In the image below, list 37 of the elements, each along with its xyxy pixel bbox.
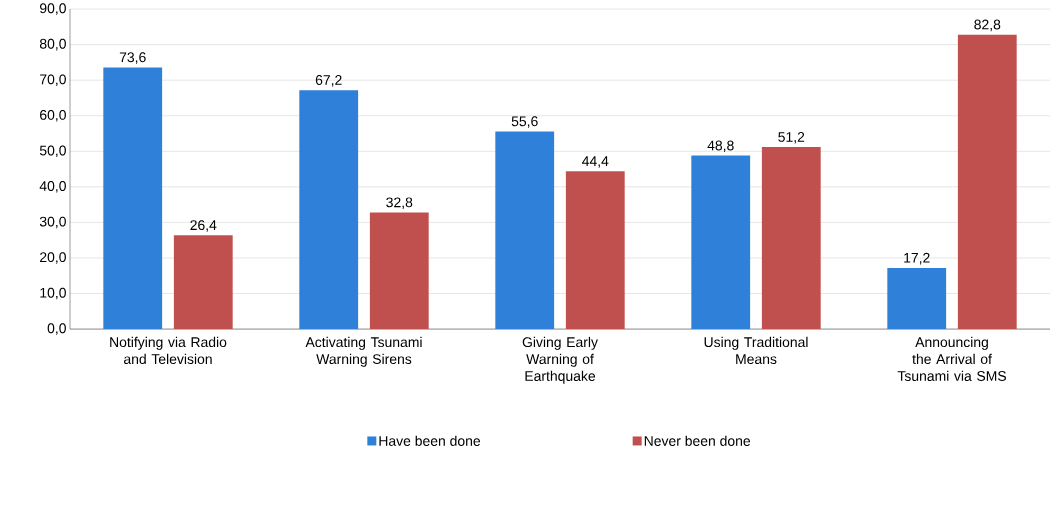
x-tick-label: Notifying via Radio and Television (110, 336, 227, 365)
bar (565, 171, 625, 330)
data-label: 44,4 (582, 156, 609, 168)
y-tick-label: 10,0 (40, 287, 66, 300)
data-label: 73,6 (119, 52, 146, 64)
bar (299, 90, 359, 330)
data-label: 48,8 (707, 140, 734, 153)
y-tick-label: 70,0 (40, 74, 66, 86)
data-label: 67,2 (315, 75, 342, 87)
bar (761, 147, 821, 330)
data-label: 32,8 (386, 197, 413, 209)
legend-label: Have been done (379, 435, 481, 446)
bar (369, 212, 429, 330)
bar (103, 67, 163, 330)
x-tick-label: Using Traditional Means (704, 336, 808, 365)
y-tick-label: 40,0 (39, 181, 66, 193)
x-tick-label: Giving Early Warning of Earthquake (522, 336, 598, 384)
y-tick-label: 50,0 (39, 145, 66, 158)
y-tick-label: 30,0 (39, 216, 66, 229)
legend-label: Never been done (644, 435, 751, 446)
x-tick-label: Announcing the Arrival of Tsunami via SMS (897, 336, 1006, 381)
bar (691, 155, 751, 330)
data-label: 82,8 (974, 19, 1001, 32)
y-tick-label: 0,0 (47, 323, 66, 335)
y-tick-label: 90,0 (39, 3, 66, 15)
bar (887, 267, 947, 330)
data-label: 26,4 (190, 220, 217, 232)
y-tick-label: 80,0 (39, 38, 66, 51)
y-tick-label: 60,0 (40, 109, 66, 122)
bar (495, 131, 555, 330)
bar (173, 235, 233, 330)
data-label: 51,2 (778, 131, 805, 144)
data-label: 55,6 (511, 116, 538, 128)
data-label: 17,2 (904, 252, 930, 265)
x-tick-label: Activating Tsunami Warning Sirens (305, 336, 422, 367)
bar (957, 34, 1017, 330)
y-tick-label: 20,0 (40, 252, 66, 264)
